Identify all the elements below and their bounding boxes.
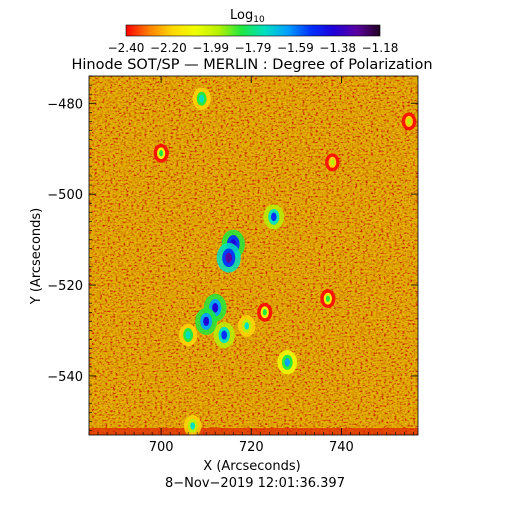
feature-core [262,309,267,316]
y-tick-label: −520 [47,279,83,294]
timestamp: 8−Nov−2019 12:01:36.397 [165,476,345,491]
x-tick-label: 720 [239,440,264,455]
feature-core [159,150,164,157]
colorbar-ticks: −2.40 −2.20 −1.99 −1.79 −1.59 −1.38 −1.18 [108,41,399,55]
colorbar-tick-label: −1.38 [319,41,356,55]
x-tick-label: 740 [329,440,354,455]
feature-core [199,94,205,103]
x-axis: 700 720 740 [88,76,414,455]
feature-core [203,316,210,327]
colorbar-tick-label: −2.20 [150,41,187,55]
y-axis-label: Y (Arcseconds) [29,208,44,305]
chart-title: Hinode SOT/SP — MERLIN : Degree of Polar… [71,57,432,73]
feature-core [325,295,330,302]
heatmap-striations [89,76,418,435]
colorbar: Log10 −2.40 −2.20 −1.99 −1.79 −1.59 −1.38 −1.1… [108,8,399,55]
feature-core [284,358,290,367]
colorbar-label: Log10 [230,8,265,25]
colorbar-tick-label: −1.18 [362,41,399,55]
colorbar-tick-label: −1.79 [235,41,272,55]
feature-core [212,302,219,313]
heatmap-bottom-edge [89,428,418,435]
y-tick-label: −540 [47,370,83,385]
feature-core [221,330,228,340]
y-axis: −480 −500 −520 −540 [47,75,418,431]
feature-core [407,118,411,125]
colorbar-tick-label: −2.40 [108,41,145,55]
feature-core [271,212,277,222]
colorbar-gradient [125,24,381,37]
colorbar-tick-label: −1.59 [277,41,314,55]
x-axis-label: X (Arcseconds) [203,459,300,474]
feature-core [244,322,250,330]
plot-area [89,76,418,435]
y-tick-label: −480 [47,97,83,112]
x-tick-label: 700 [149,440,174,455]
feature-core [330,159,335,166]
colorbar-tick-label: −1.99 [192,41,229,55]
feature-core [190,422,196,430]
plot-frame [88,75,419,436]
heatmap-features [153,87,417,435]
y-tick-label: −500 [47,188,83,203]
feature-core [225,252,232,263]
feature-core [185,331,191,339]
